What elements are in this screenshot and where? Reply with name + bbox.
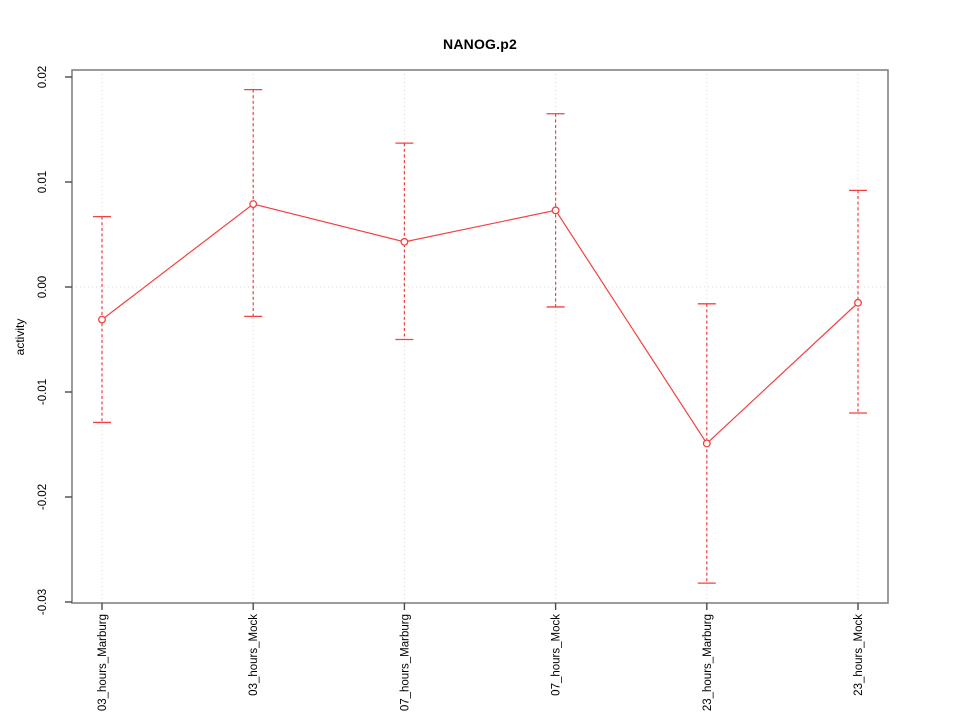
y-tick-label: 0.00 xyxy=(37,276,49,298)
y-tick-label: 0.01 xyxy=(37,171,49,193)
axes-layer: -0.03 -0.02 -0.01 0.00 0.01 0.02 03_hours_Marb… xyxy=(37,66,889,711)
data-point-marker xyxy=(551,206,560,215)
x-category-label: 23_hours_Marburg xyxy=(702,614,714,711)
chart-title: NANOG.p2 xyxy=(443,36,517,52)
plot-border xyxy=(71,69,889,604)
y-tick-label: -0.02 xyxy=(37,484,49,510)
x-category-label: 03_hours_Mock xyxy=(248,614,260,696)
x-category-label: 23_hours_Mock xyxy=(853,614,865,696)
y-tick-label: -0.01 xyxy=(37,379,49,405)
series-layer xyxy=(93,88,867,584)
x-category-label: 07_hours_Mock xyxy=(551,614,563,696)
data-point-marker xyxy=(98,315,106,324)
series-line xyxy=(101,203,859,445)
grid-layer xyxy=(72,70,888,603)
x-category-label: 07_hours_Marburg xyxy=(399,614,411,711)
y-tick-label: 0.02 xyxy=(37,66,49,88)
x-category-label: 03_hours_Marburg xyxy=(97,614,109,711)
y-tick-label: -0.03 xyxy=(37,589,49,615)
data-point-marker xyxy=(702,439,711,448)
data-point-marker xyxy=(249,200,258,208)
data-point-marker xyxy=(854,298,862,307)
data-point-marker xyxy=(400,237,409,246)
